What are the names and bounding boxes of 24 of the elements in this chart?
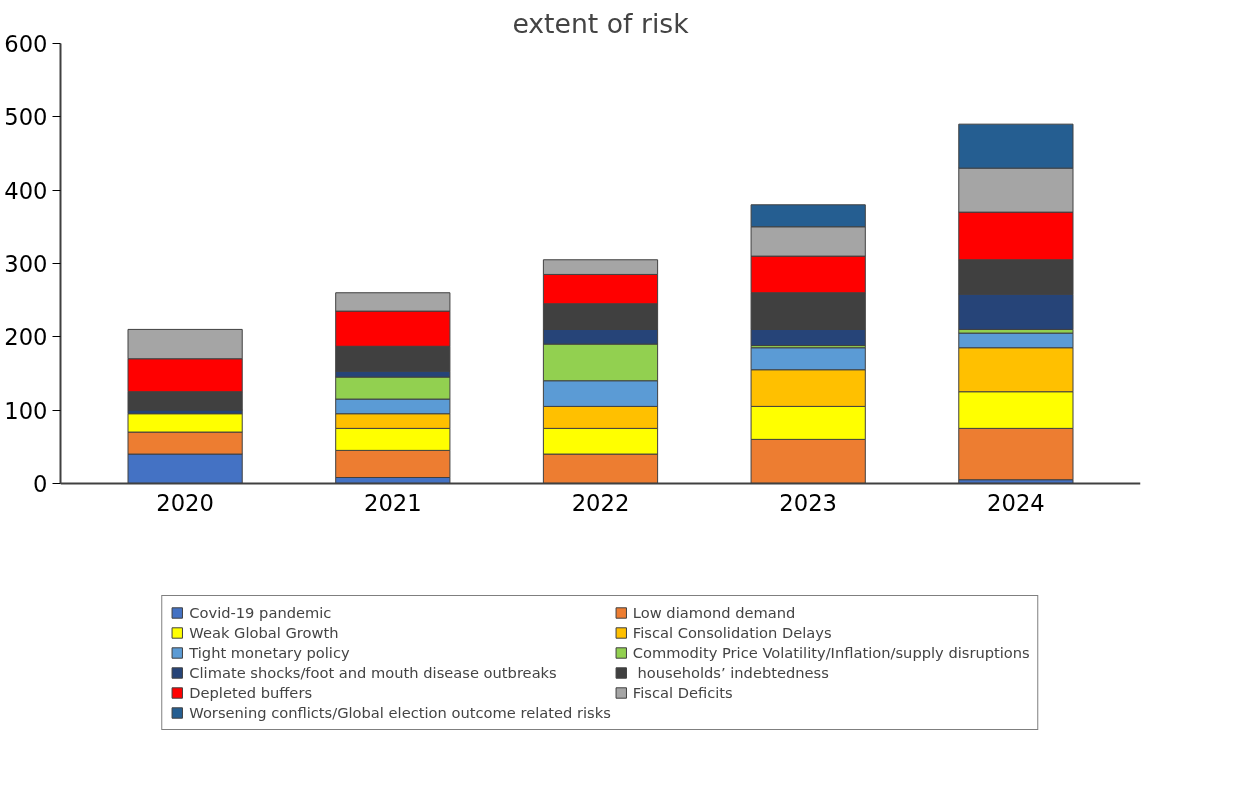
legend-label: Weak Global Growth — [189, 624, 339, 641]
y-tick-label: 0 — [33, 470, 48, 497]
legend-label: households’ indebtedness — [636, 664, 829, 681]
x-tick-label: 2020 — [156, 490, 214, 517]
chart-title: extent of risk — [512, 7, 690, 39]
y-tick-label: 200 — [4, 324, 48, 351]
legend-label: Depleted buffers — [189, 684, 313, 701]
x-tick-label: 2023 — [779, 490, 838, 517]
legend-label: Fiscal Consolidation Delays — [632, 624, 832, 641]
y-tick-label: 300 — [4, 250, 48, 277]
x-tick-label: 2024 — [987, 490, 1045, 517]
x-tick-label: 2021 — [363, 490, 422, 517]
legend-label: Fiscal Deficits — [632, 684, 733, 701]
x-tick-label: 2022 — [571, 490, 630, 517]
legend-label: Worsening conflicts/Global election outcome related risks — [189, 704, 611, 721]
y-tick-label: 500 — [4, 104, 48, 131]
y-tick-label: 400 — [4, 177, 48, 204]
legend-label: Tight monetary policy — [189, 644, 350, 661]
legend-label: Covid-19 pandemic — [189, 604, 332, 621]
legend-label: Climate shocks/foot and mouth disease outbreaks — [189, 664, 557, 681]
legend-label: Commodity Price Volatility/Inflation/supply disruptions — [632, 644, 1030, 661]
y-tick-label: 600 — [4, 31, 48, 57]
legend-label: Low diamond demand — [632, 604, 796, 621]
y-tick-label: 100 — [4, 397, 48, 424]
